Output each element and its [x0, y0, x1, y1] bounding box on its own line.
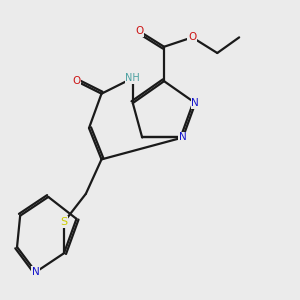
- Text: N: N: [179, 133, 187, 142]
- Text: N: N: [32, 267, 40, 277]
- Text: N: N: [191, 98, 199, 108]
- Text: O: O: [72, 76, 81, 86]
- Text: NH: NH: [125, 73, 140, 83]
- Text: S: S: [60, 217, 68, 227]
- Text: O: O: [135, 26, 143, 36]
- Text: O: O: [188, 32, 196, 42]
